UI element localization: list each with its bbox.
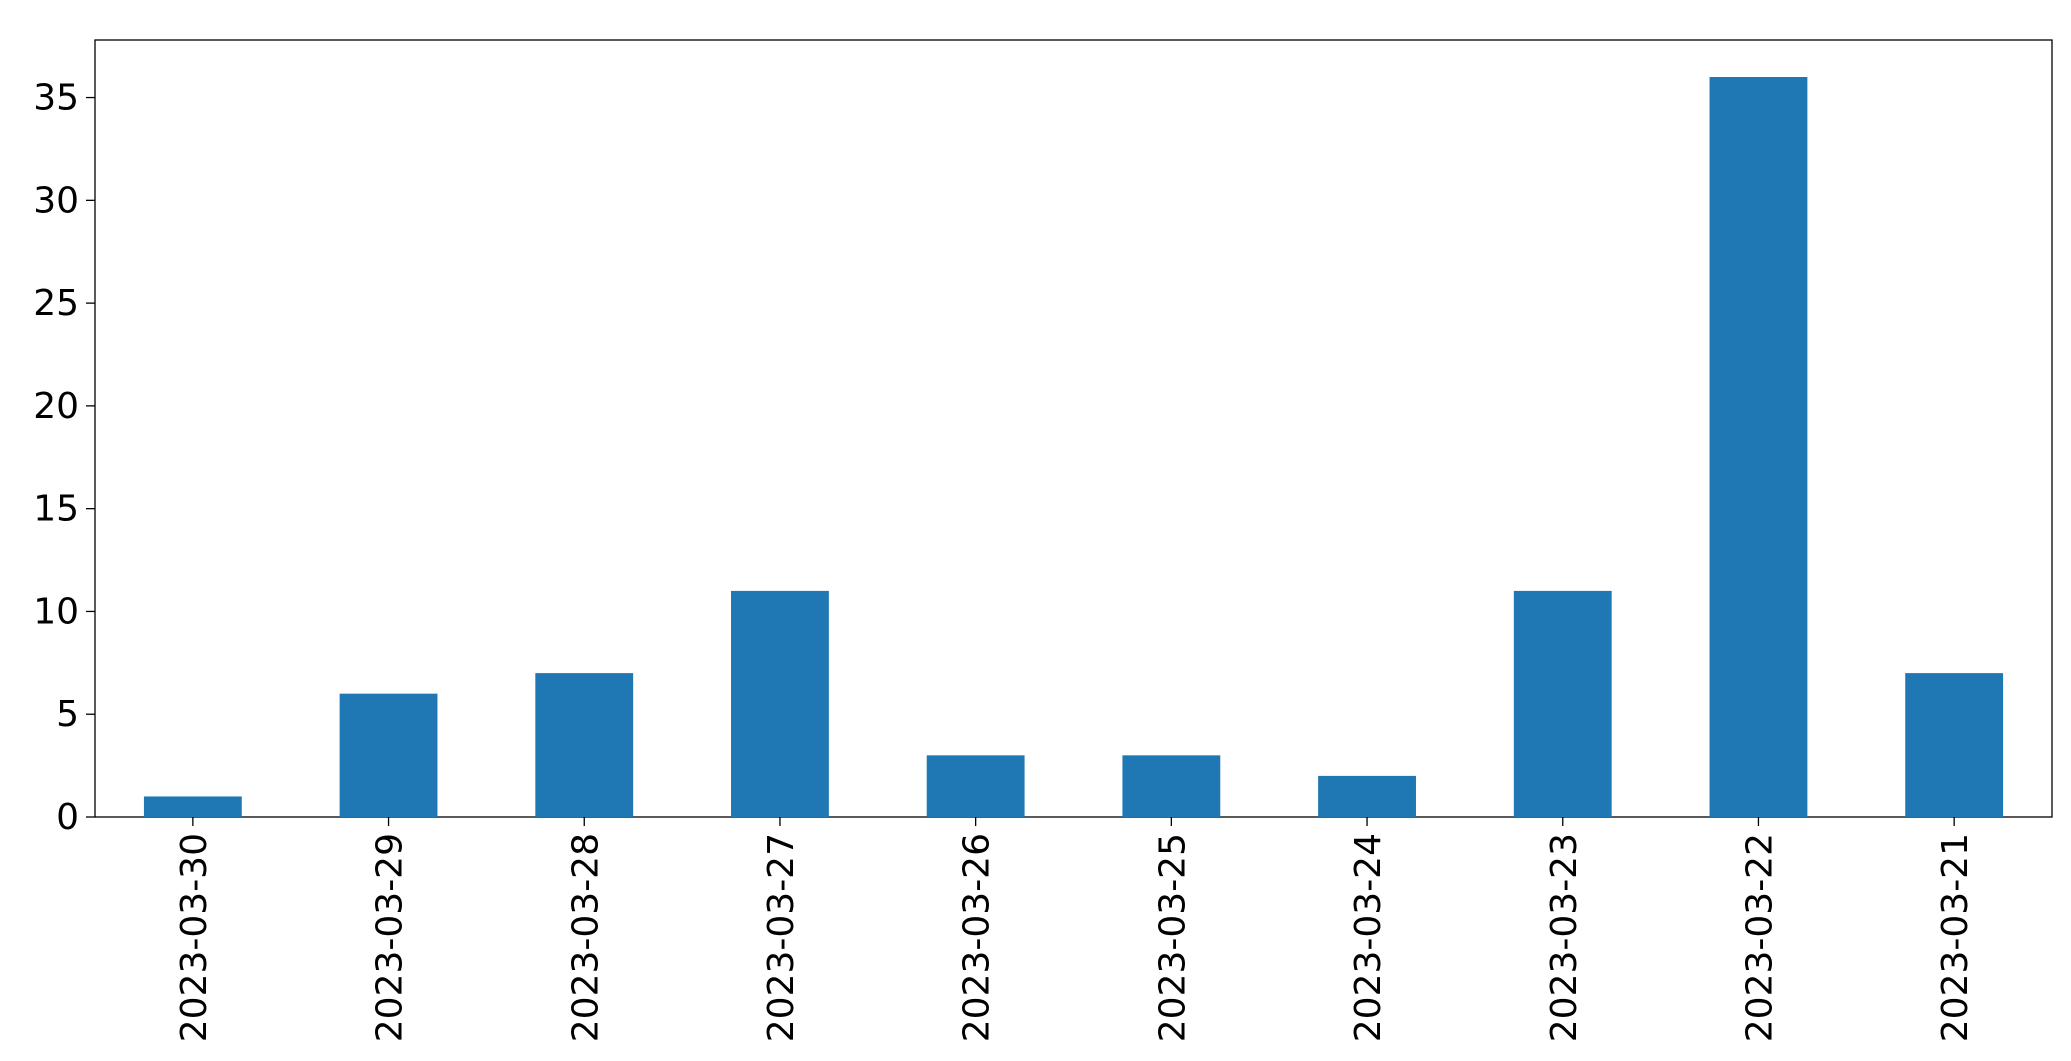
x-tick-label: 2023-03-29	[370, 833, 411, 1042]
plot-frame	[94, 39, 2053, 818]
bar	[926, 755, 1025, 817]
x-tick-label: 2023-03-21	[1935, 833, 1976, 1042]
x-tick-label: 2023-03-22	[1739, 833, 1780, 1042]
bar	[1318, 775, 1416, 817]
y-tick-label: 0	[56, 797, 79, 838]
bar	[535, 673, 634, 817]
x-tick-label: 2023-03-26	[957, 833, 998, 1042]
bar	[339, 693, 438, 817]
x-tick-label: 2023-03-28	[565, 833, 606, 1042]
bar	[1122, 755, 1221, 817]
x-tick-label: 2023-03-30	[174, 833, 215, 1042]
y-tick-label: 20	[33, 386, 79, 427]
x-tick-label: 2023-03-25	[1152, 833, 1193, 1042]
bar	[731, 590, 829, 817]
bar	[143, 796, 242, 817]
y-tick-label: 10	[33, 591, 79, 632]
y-tick-label: 25	[33, 283, 79, 324]
y-tick-label: 5	[56, 694, 79, 735]
x-tick-label: 2023-03-27	[761, 833, 802, 1042]
bar	[1709, 77, 1808, 817]
y-tick-label: 15	[33, 489, 79, 530]
bar	[1513, 590, 1612, 817]
y-tick-label: 35	[33, 78, 79, 119]
x-tick-label: 2023-03-24	[1348, 833, 1389, 1042]
bar	[1905, 673, 2004, 817]
y-tick-label: 30	[33, 180, 79, 221]
x-tick-label: 2023-03-23	[1544, 833, 1585, 1042]
